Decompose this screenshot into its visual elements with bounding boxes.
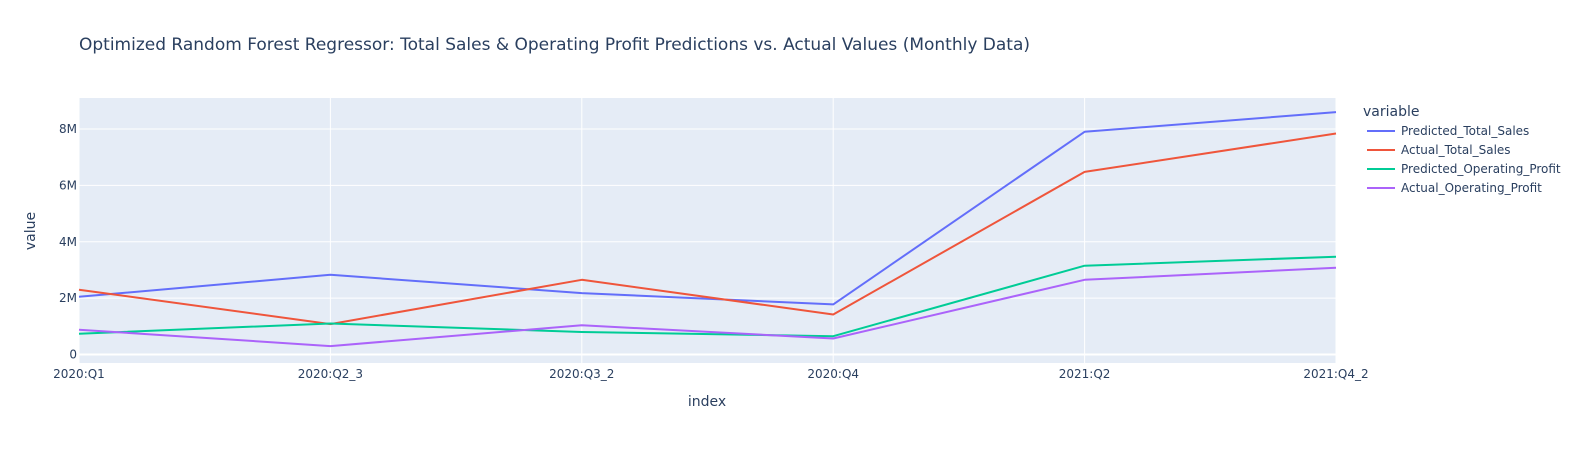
series-lines [78, 111, 1337, 348]
y-tick-label: 4M [59, 235, 77, 249]
chart-title: Optimized Random Forest Regressor: Total… [79, 35, 1030, 55]
gridlines [78, 98, 1337, 363]
plot-area [79, 98, 1336, 363]
legend-label: Actual_Operating_Profit [1401, 181, 1542, 195]
series-line-actual-operating-profit [78, 266, 1337, 348]
x-tick-label: 2021:Q2 [1059, 367, 1111, 381]
legend-item[interactable]: Actual_Operating_Profit [1367, 181, 1542, 195]
x-tick-label: 2020:Q1 [53, 367, 105, 381]
series-line-actual-total-sales [78, 132, 1337, 326]
y-tick-label: 6M [59, 178, 77, 192]
x-tick-label: 2020:Q2_3 [298, 367, 363, 381]
legend-title: variable [1363, 104, 1419, 120]
y-tick-labels: 0 2M 4M 6M 8M [59, 122, 77, 362]
legend-label: Predicted_Total_Sales [1401, 124, 1529, 138]
legend: variable Predicted_Total_Sales Actual_Tot… [1363, 104, 1561, 195]
x-axis-title: index [688, 394, 726, 410]
series-line-predicted-total-sales [78, 111, 1337, 306]
legend-label: Actual_Total_Sales [1401, 143, 1511, 157]
legend-label: Predicted_Operating_Profit [1401, 162, 1561, 176]
legend-item[interactable]: Actual_Total_Sales [1367, 143, 1511, 157]
legend-item[interactable]: Predicted_Operating_Profit [1367, 162, 1561, 176]
series-line-predicted-operating-profit [78, 255, 1337, 338]
x-tick-labels: 2020:Q1 2020:Q2_3 2020:Q3_2 2020:Q4 2021:Q2 2… [53, 367, 1368, 381]
y-axis-title: value [23, 212, 39, 250]
y-tick-label: 0 [69, 348, 77, 362]
legend-item[interactable]: Predicted_Total_Sales [1367, 124, 1529, 138]
x-tick-label: 2020:Q4 [807, 367, 859, 381]
y-tick-label: 8M [59, 122, 77, 136]
x-tick-label: 2021:Q4_2 [1303, 367, 1368, 381]
y-tick-label: 2M [59, 291, 77, 305]
x-tick-label: 2020:Q3_2 [549, 367, 614, 381]
